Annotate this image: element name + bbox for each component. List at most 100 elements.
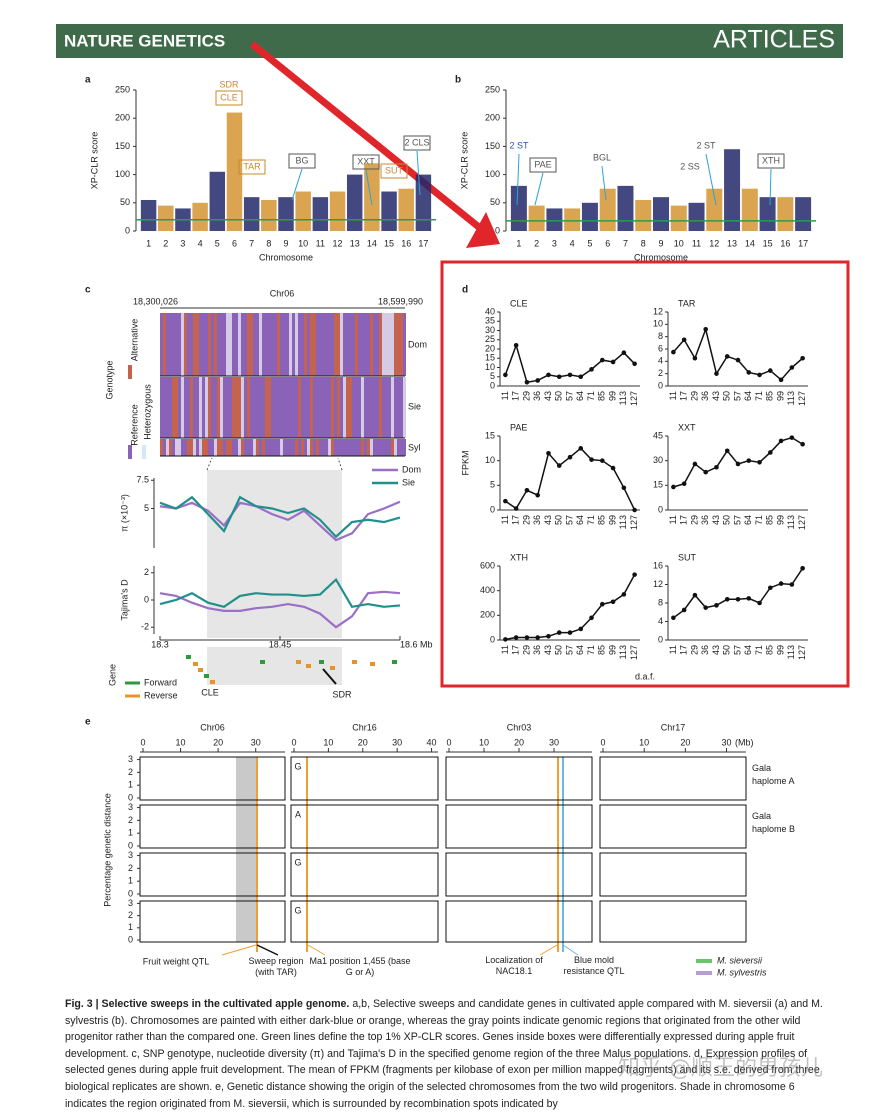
x-tick-label: 71 <box>754 515 764 525</box>
y-tick-label: 5 <box>144 503 149 513</box>
genotype-cell <box>187 313 190 376</box>
genotype-cell <box>211 439 214 456</box>
genotype-cell <box>295 313 298 376</box>
zoom-guide <box>206 457 213 471</box>
base-label: A <box>295 809 301 819</box>
expression-point <box>671 349 676 355</box>
x-tick-label: 85 <box>597 515 607 525</box>
genotype-cell <box>349 313 352 376</box>
expression-point <box>692 592 698 598</box>
genotype-cell <box>160 313 163 376</box>
expression-point <box>589 615 594 621</box>
x-tick-label: 85 <box>765 515 775 525</box>
x-tick-label: 50 <box>554 515 564 525</box>
genotype-cell <box>403 377 406 438</box>
watermark: 知乎 @顺王的男孩儿 <box>618 1056 823 1081</box>
genotype-cell <box>256 313 259 376</box>
genotype-cell <box>382 313 385 376</box>
track-frame <box>290 900 439 943</box>
genotype-cell <box>268 313 271 376</box>
genotype-cell <box>178 439 181 456</box>
annotation-pointer <box>307 944 326 956</box>
genotype-cell <box>229 313 232 376</box>
expression-point <box>703 605 708 610</box>
y-tick-label: 3 <box>128 898 133 908</box>
x-tick-label: 36 <box>700 391 710 401</box>
caption: Fig. 3 | Selective sweeps in the cultiva… <box>65 996 835 1112</box>
y-tick-label: 30 <box>653 455 663 465</box>
genotype-cell <box>331 377 334 438</box>
chromosome-peak <box>381 191 397 231</box>
genotype-cell <box>376 313 379 376</box>
x-tick-label: 57 <box>732 645 742 655</box>
gene-label: XTH <box>762 155 780 165</box>
expression-point <box>703 469 708 475</box>
x-tick-label: 0 <box>446 737 451 747</box>
genotype-cell <box>367 313 370 376</box>
genotype-cell <box>220 377 223 438</box>
x-tick-label: 6 <box>605 238 610 248</box>
chart-title: TAR <box>678 298 696 308</box>
genotype-cell <box>181 377 184 438</box>
y-tick-label: 0 <box>495 225 500 235</box>
gene-tick <box>204 674 209 678</box>
expression-point <box>768 368 773 373</box>
genotype-cell <box>178 377 181 438</box>
x-tick-label: 5 <box>215 238 220 248</box>
x-tick-label: 85 <box>597 645 607 655</box>
expression-point <box>692 355 698 361</box>
x-tick-label: 12 <box>709 238 719 248</box>
track-frame <box>290 756 439 801</box>
y-tick-label: 0 <box>658 380 663 390</box>
genotype-cell <box>316 313 319 376</box>
x-tick-label: 3 <box>552 238 557 248</box>
genotype-cell <box>340 313 343 376</box>
genotype-cell <box>403 439 406 456</box>
expression-point <box>556 463 562 468</box>
expression-point <box>735 357 741 363</box>
x-tick-label: 17 <box>679 515 689 525</box>
genotype-cell <box>229 377 232 438</box>
genotype-cell <box>304 377 307 438</box>
x-tick-label: 7 <box>249 238 254 248</box>
y-tick-label: 150 <box>115 141 130 151</box>
genotype-cell <box>367 377 370 438</box>
genotype-cell <box>283 377 286 438</box>
x-tick-label: 9 <box>658 238 663 248</box>
y-tick-label: 0 <box>144 594 149 604</box>
gene-label: TAR <box>243 161 261 171</box>
expression-point <box>724 597 730 602</box>
y-tick-label: 0 <box>490 634 495 644</box>
y-tick-label: 0 <box>128 934 133 944</box>
track-frame <box>445 756 593 801</box>
genotype-cell <box>301 377 304 438</box>
genotype-cell <box>277 377 280 438</box>
gene-name: SDR <box>332 689 352 699</box>
genotype-cell <box>208 377 211 438</box>
genotype-cell <box>184 313 187 376</box>
expression-point <box>632 361 637 367</box>
genotype-cell <box>310 377 313 438</box>
genotype-cell <box>385 313 388 376</box>
series-line <box>159 495 401 539</box>
genotype-cell <box>190 439 193 456</box>
expression-point <box>681 607 687 613</box>
genotype-cell <box>166 313 169 376</box>
genotype-cell <box>376 439 379 456</box>
genotype-cell <box>316 439 319 456</box>
x-tick-label: 10 <box>176 737 186 747</box>
genotype-cell <box>358 439 361 456</box>
y-tick-label: 0 <box>128 792 133 802</box>
annotation-line: Ma1 position 1,455 (base <box>309 956 410 966</box>
y-tick-label: 15 <box>653 480 663 490</box>
genotype-cell <box>322 439 325 456</box>
x-tick-label: 36 <box>532 515 542 525</box>
genotype-cell <box>196 313 199 376</box>
zoom-guide <box>337 457 343 471</box>
genotype-cell <box>394 439 397 456</box>
chromosome-peak <box>653 197 669 231</box>
gene-track-label: Gene <box>107 664 117 686</box>
genotype-cell <box>262 377 265 438</box>
expression-point <box>621 485 627 491</box>
expression-line <box>505 574 636 641</box>
